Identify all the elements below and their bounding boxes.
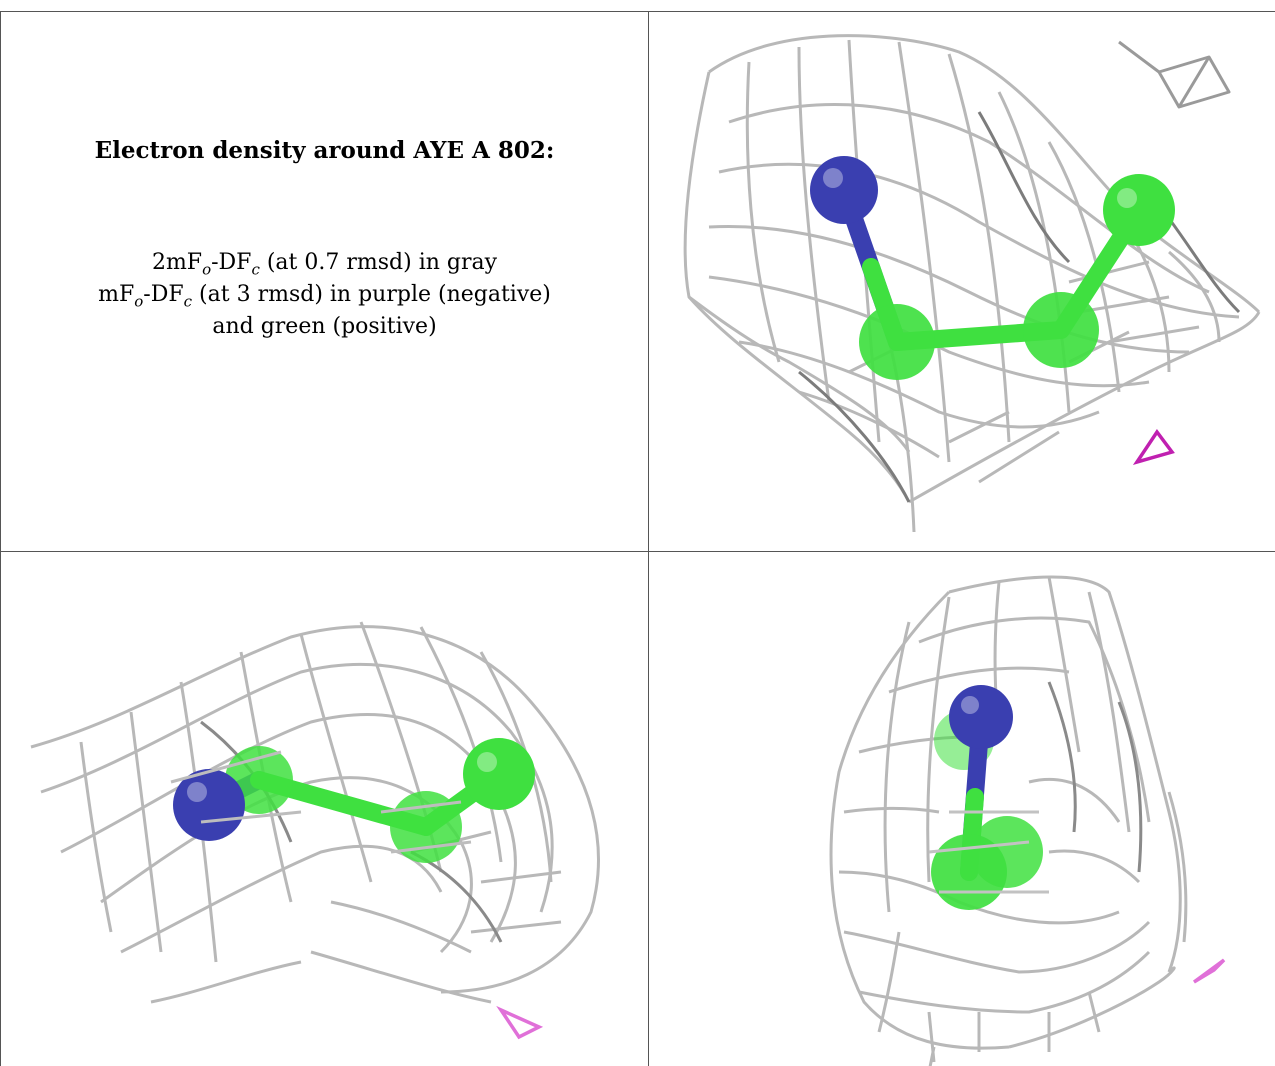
electron-density-mesh-shadow	[1047, 681, 1143, 873]
table-border-top	[0, 11, 1275, 12]
density-view-1	[649, 12, 1275, 551]
mesh-overlay	[928, 810, 1049, 894]
table-divider-vertical	[648, 11, 649, 1066]
caption-line-2mfo: 2mFo-DFc (at 0.7 rmsd) in gray	[151, 250, 498, 279]
density-view-2	[1, 552, 648, 1066]
caption-line-green: and green (positive)	[212, 314, 437, 339]
negative-density-mesh	[1192, 958, 1226, 984]
carbon-atom	[1103, 174, 1175, 246]
nitrogen-atom	[173, 769, 245, 841]
molecule-aye	[810, 156, 1175, 380]
electron-density-mesh	[30, 621, 600, 1004]
table-border-left	[0, 11, 1, 1066]
negative-density-mesh	[1132, 428, 1175, 465]
table-divider-horizontal	[0, 551, 1275, 552]
molecule-aye	[931, 685, 1043, 910]
density-view-3	[649, 552, 1275, 1066]
caption-title: Electron density around AYE A 802:	[94, 137, 555, 164]
carbon-atom	[859, 304, 935, 380]
density-view-2-render	[30, 621, 600, 1040]
caption-line-mfo: mFo-DFc (at 3 rmsd) in purple (negative)	[98, 282, 551, 311]
nitrogen-atom	[810, 156, 878, 224]
nitrogen-atom	[949, 685, 1013, 749]
caption-cell: Electron density around AYE A 802: 2mFo-…	[1, 12, 648, 551]
negative-density-mesh	[496, 1005, 544, 1040]
carbon-atom	[1023, 292, 1099, 368]
mesh-overlay	[170, 750, 472, 854]
density-view-3-render	[829, 575, 1226, 1066]
electron-density-mesh	[829, 575, 1188, 1066]
density-view-1-render	[683, 34, 1261, 533]
molecule-aye	[173, 738, 535, 863]
carbon-atom	[463, 738, 535, 810]
electron-density-mesh	[683, 34, 1261, 533]
